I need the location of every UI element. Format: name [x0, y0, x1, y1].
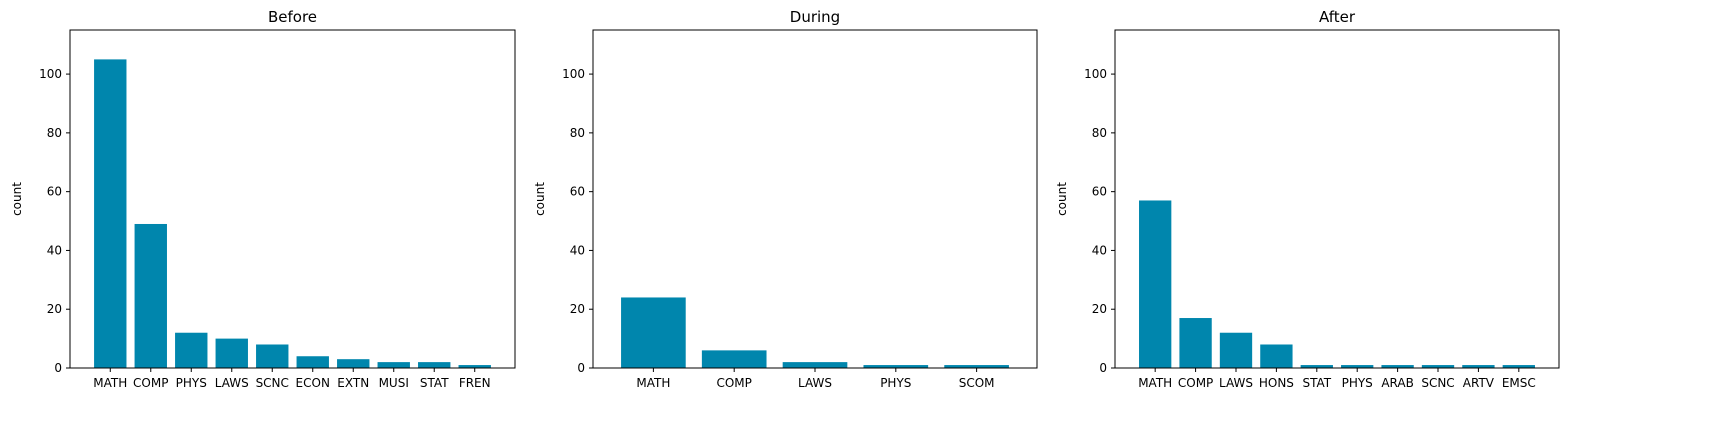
bar [1300, 365, 1333, 368]
y-tick-label: 40 [1092, 243, 1107, 257]
x-tick-label: COMP [1178, 376, 1213, 390]
y-tick-label: 20 [47, 302, 62, 316]
x-tick-label: LAWS [1219, 376, 1253, 390]
x-tick-label: SCNC [256, 376, 289, 390]
bar [1421, 365, 1455, 368]
bar [701, 350, 767, 368]
y-tick-label: 20 [1092, 302, 1107, 316]
plot-frame [69, 29, 516, 369]
y-tick-label: 40 [47, 243, 62, 257]
y-tick-label: 80 [47, 126, 62, 140]
y-tick-label: 60 [570, 185, 585, 199]
x-tick-label: PHYS [880, 376, 911, 390]
chart-title: During [790, 8, 840, 26]
y-axis-label: count [533, 182, 547, 216]
x-tick-label: LAWS [798, 376, 832, 390]
x-tick-label: COMP [716, 376, 751, 390]
x-tick-label: SCOM [959, 376, 995, 390]
plot-frame [1114, 29, 1560, 369]
y-tick-label: 0 [1099, 361, 1107, 375]
bar [782, 362, 848, 368]
bar [1341, 365, 1374, 368]
bar [175, 332, 208, 368]
x-tick-label: MATH [1138, 376, 1172, 390]
bar [1219, 332, 1253, 368]
bar [1139, 200, 1172, 368]
x-tick-label: COMP [133, 376, 168, 390]
bar [418, 362, 451, 368]
x-tick-label: MATH [93, 376, 127, 390]
bar [94, 59, 127, 368]
bar [256, 344, 289, 368]
bar [377, 362, 410, 368]
y-tick-label: 60 [1092, 185, 1107, 199]
chart-title: Before [268, 8, 317, 26]
plot-frame [592, 29, 1038, 369]
y-tick-label: 0 [54, 361, 62, 375]
x-tick-label: MUSI [379, 376, 409, 390]
x-tick-label: ECON [296, 376, 330, 390]
bar [337, 359, 370, 368]
bar [863, 365, 929, 368]
x-tick-label: EXTN [337, 376, 369, 390]
x-tick-label: LAWS [215, 376, 249, 390]
chart-panel-after: After count MATH COMP LAWS HONS STAT PHYS ARAB… [1055, 8, 1560, 390]
y-tick-label: 40 [570, 243, 585, 257]
y-tick-label: 80 [1092, 126, 1107, 140]
x-tick-label: EMSC [1502, 376, 1536, 390]
bar [215, 338, 248, 368]
chart-panel-during: During count MATH COMP LAWS PHYS SCOM 0 20 40 60… [533, 8, 1038, 390]
y-tick-label: 100 [562, 67, 585, 81]
x-tick-label: STAT [420, 376, 449, 390]
x-tick-label: PHYS [176, 376, 207, 390]
bar [1381, 365, 1414, 368]
y-tick-label: 20 [570, 302, 585, 316]
x-tick-label: FREN [459, 376, 491, 390]
bar [621, 297, 686, 368]
bar [1260, 344, 1293, 368]
y-tick-label: 60 [47, 185, 62, 199]
chart-panel-before: Before count MATH COMP PHYS LAWS SCNC ECON EXT… [10, 8, 516, 390]
y-tick-label: 80 [570, 126, 585, 140]
bar [296, 356, 329, 368]
x-tick-label: ARTV [1463, 376, 1495, 390]
bar [1462, 365, 1495, 368]
bar [1502, 365, 1535, 368]
y-tick-label: 100 [1084, 67, 1107, 81]
x-tick-label: SCNC [1421, 376, 1454, 390]
x-tick-label: STAT [1302, 376, 1331, 390]
bar [944, 365, 1009, 368]
x-tick-label: HONS [1259, 376, 1294, 390]
y-axis-label: count [10, 182, 24, 216]
bar [1179, 318, 1212, 368]
x-tick-label: MATH [636, 376, 670, 390]
bar [458, 365, 491, 368]
bar [134, 223, 167, 368]
chart-title: After [1319, 8, 1356, 26]
y-axis-label: count [1055, 182, 1069, 216]
x-tick-label: PHYS [1342, 376, 1373, 390]
x-tick-label: ARAB [1381, 376, 1414, 390]
y-tick-label: 0 [577, 361, 585, 375]
y-tick-label: 100 [39, 67, 62, 81]
